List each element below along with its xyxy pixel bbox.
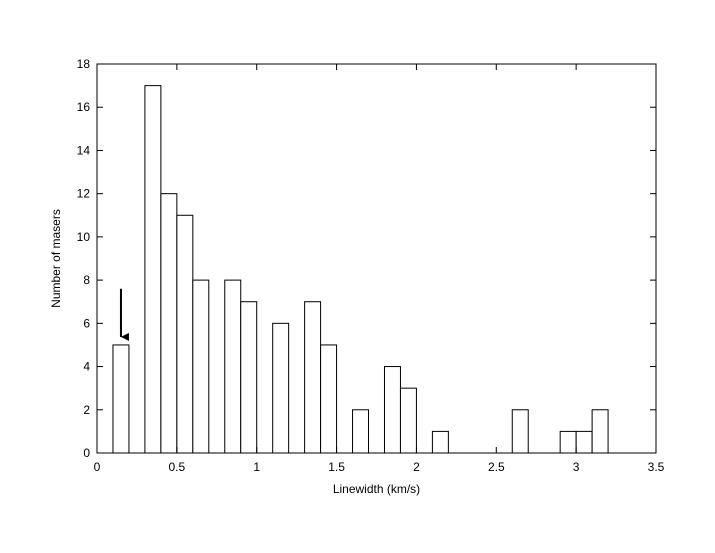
bars xyxy=(112,85,609,454)
x-tick-label: 3 xyxy=(573,460,580,474)
histogram-bar-10 xyxy=(352,409,370,454)
x-tick-label: 0.5 xyxy=(169,460,186,474)
y-tick-label: 4 xyxy=(83,360,90,374)
histogram-bar-6 xyxy=(240,301,258,454)
histogram-bar-13 xyxy=(431,430,449,454)
histogram-bar-11 xyxy=(383,366,401,454)
histogram-bar-3 xyxy=(176,214,194,454)
y-tick-label: 18 xyxy=(77,57,91,71)
histogram-bar-8 xyxy=(304,301,322,454)
axis-ticks: 0 0.5 1 1.5 2 2.5 3 3.5 0 2 4 6 8 10 12 14 16 18 xyxy=(77,57,665,474)
x-tick-label: 2.5 xyxy=(488,460,505,474)
y-tick-label: 12 xyxy=(77,187,91,201)
x-tick-label: 2 xyxy=(413,460,420,474)
y-axis-title: Number of masers xyxy=(49,209,63,308)
y-tick-label: 10 xyxy=(77,230,91,244)
x-tick-label: 1.5 xyxy=(328,460,345,474)
histogram-bar-5 xyxy=(224,279,242,454)
y-tick-label: 8 xyxy=(83,273,90,287)
x-tick-label: 0 xyxy=(94,460,101,474)
y-tick-label: 14 xyxy=(77,143,91,157)
histogram-bar-17 xyxy=(591,409,609,454)
histogram-bar-15 xyxy=(559,430,577,454)
histogram-bar-0 xyxy=(112,344,130,454)
histogram-bar-9 xyxy=(320,344,338,454)
histogram-bar-4 xyxy=(192,279,210,454)
x-axis-title: Linewidth (km/s) xyxy=(333,482,420,496)
histogram-bar-14 xyxy=(511,409,529,454)
histogram-bar-12 xyxy=(399,387,417,454)
y-tick-label: 2 xyxy=(83,403,90,417)
y-tick-label: 0 xyxy=(83,446,90,460)
histogram-bar-7 xyxy=(272,322,290,454)
x-tick-label: 3.5 xyxy=(648,460,665,474)
histogram-bar-1 xyxy=(144,85,162,454)
histogram-bar-2 xyxy=(160,193,178,454)
y-tick-label: 16 xyxy=(77,100,91,114)
x-tick-label: 1 xyxy=(253,460,260,474)
plot-area-frame xyxy=(96,63,657,454)
y-tick-label: 6 xyxy=(83,316,90,330)
histogram-bar-16 xyxy=(575,430,593,454)
